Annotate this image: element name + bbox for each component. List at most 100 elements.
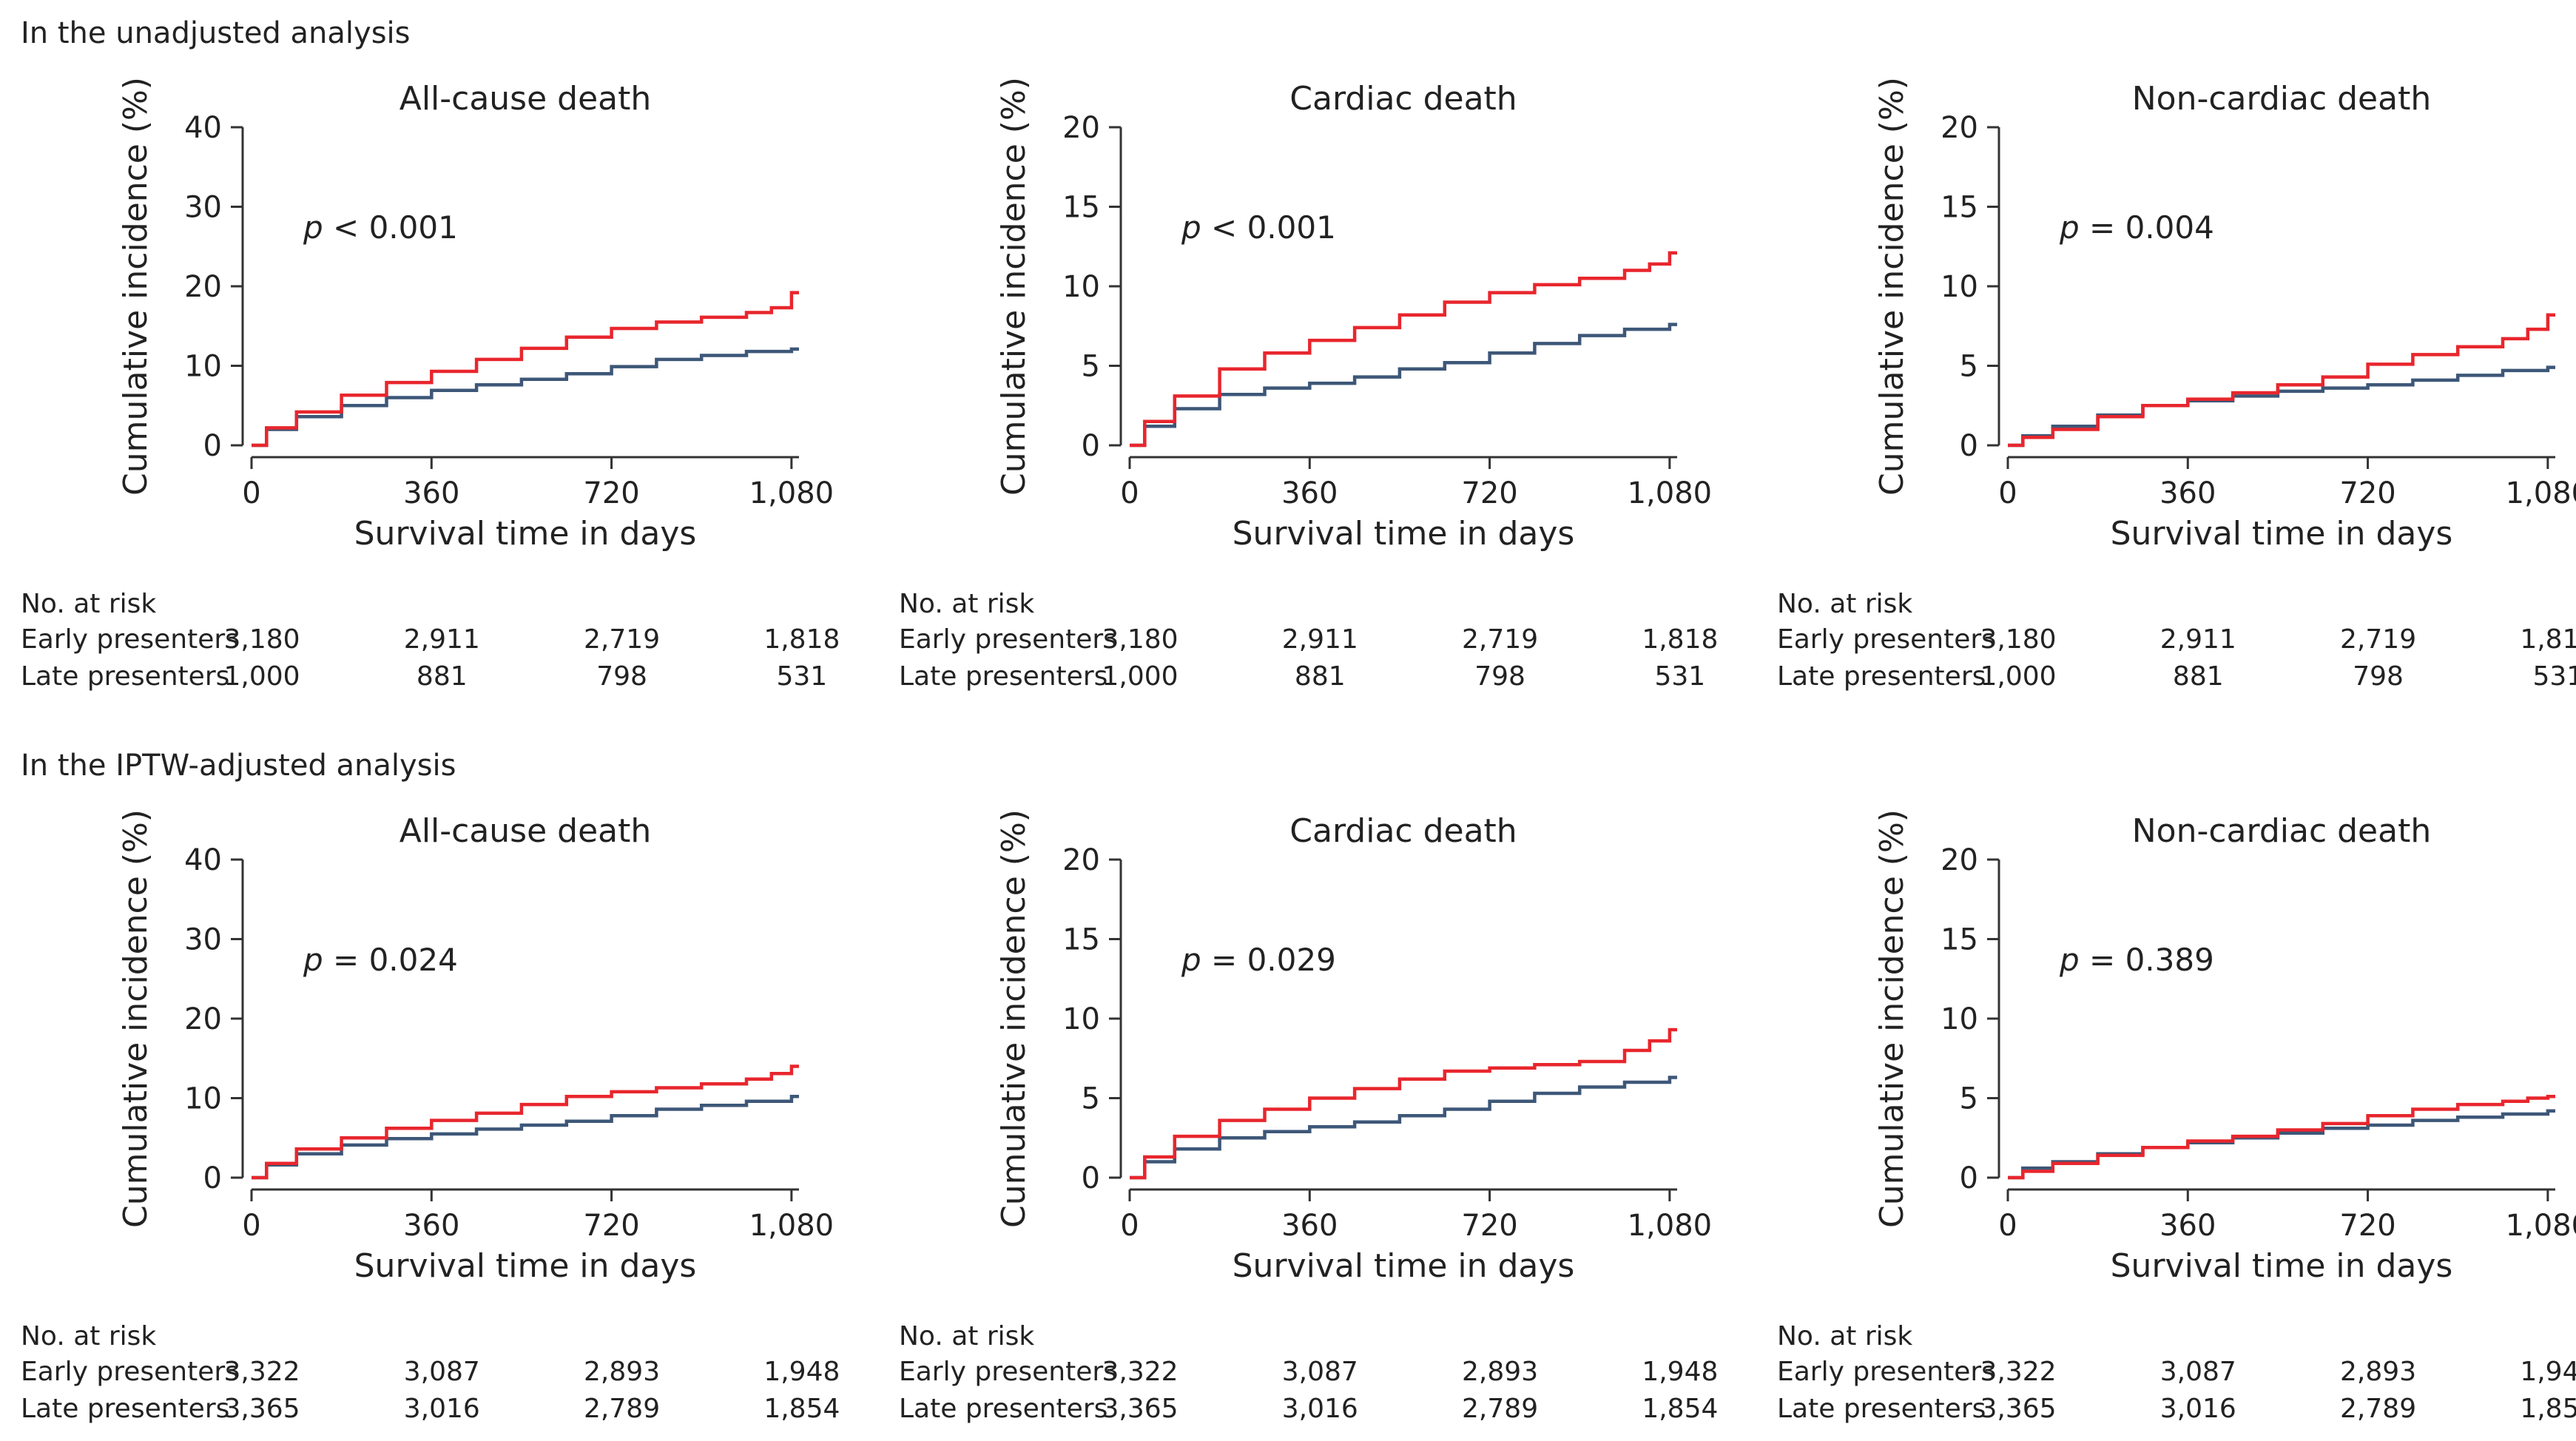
y-tick-label: 5 bbox=[1082, 350, 1100, 384]
x-tick-label: 360 bbox=[403, 476, 459, 510]
x-axis-label: Survival time in days bbox=[1233, 1247, 1575, 1285]
y-axis-label: Cumulative incidence (%) bbox=[995, 77, 1033, 496]
risk-value: 3,016 bbox=[2160, 1394, 2236, 1424]
risk-value: 1,854 bbox=[2520, 1394, 2576, 1424]
risk-table-header: No. at risk bbox=[21, 589, 156, 619]
x-tick-label: 720 bbox=[583, 476, 639, 510]
risk-value: 1,818 bbox=[1642, 624, 1718, 655]
risk-value: 2,789 bbox=[584, 1394, 660, 1424]
km-panel: Cardiac death 0 5 10 15 20 0 360 720 1,080 Surviva… bbox=[899, 77, 1718, 692]
risk-table-header: No. at risk bbox=[1777, 589, 1912, 619]
risk-value: 3,016 bbox=[1282, 1394, 1358, 1424]
p-value-text: < 0.001 bbox=[1201, 209, 1336, 246]
risk-value: 531 bbox=[777, 661, 828, 692]
y-tick-label: 30 bbox=[184, 923, 222, 957]
x-tick-label: 720 bbox=[583, 1209, 639, 1243]
risk-value: 3,365 bbox=[223, 1394, 300, 1424]
y-tick-label: 10 bbox=[184, 1082, 222, 1116]
x-tick-label: 0 bbox=[1120, 1209, 1139, 1243]
risk-row-late-label: Late presenters bbox=[1777, 1394, 1986, 1424]
risk-row-early-label: Early presenters bbox=[899, 1357, 1117, 1387]
panel-title: All-cause death bbox=[399, 812, 652, 850]
y-tick-label: 5 bbox=[1960, 1082, 1978, 1116]
p-value-text: = 0.024 bbox=[323, 942, 458, 978]
panel-title: Cardiac death bbox=[1289, 80, 1517, 118]
y-axis-label: Cumulative incidence (%) bbox=[1873, 77, 1911, 496]
y-tick-label: 10 bbox=[1062, 270, 1100, 304]
risk-value: 3,087 bbox=[404, 1357, 480, 1387]
risk-table-header: No. at risk bbox=[899, 1321, 1034, 1351]
risk-value: 3,087 bbox=[1282, 1357, 1358, 1387]
late-presenters-curve bbox=[1130, 1027, 1677, 1180]
risk-value: 798 bbox=[596, 661, 647, 692]
risk-value: 798 bbox=[2353, 661, 2404, 692]
y-axis-label: Cumulative incidence (%) bbox=[995, 809, 1033, 1228]
x-tick-label: 720 bbox=[2339, 1209, 2395, 1243]
y-tick-label: 0 bbox=[1960, 1161, 1978, 1195]
y-tick-label: 15 bbox=[1941, 191, 1978, 225]
panel-title: Cardiac death bbox=[1289, 812, 1517, 850]
risk-value: 1,948 bbox=[1642, 1357, 1718, 1387]
y-tick-label: 30 bbox=[184, 191, 222, 225]
risk-value: 3,322 bbox=[223, 1357, 300, 1387]
risk-value: 3,322 bbox=[1980, 1357, 2056, 1387]
p-value: p = 0.004 bbox=[2059, 209, 2214, 246]
y-tick-label: 20 bbox=[1062, 843, 1100, 877]
risk-value: 1,948 bbox=[2520, 1357, 2576, 1387]
p-value-symbol: p bbox=[2059, 942, 2080, 978]
risk-value: 3,180 bbox=[223, 624, 300, 655]
x-tick-label: 360 bbox=[2159, 476, 2216, 510]
risk-value: 1,854 bbox=[1642, 1394, 1718, 1424]
x-tick-label: 720 bbox=[2339, 476, 2395, 510]
panel-title: Non-cardiac death bbox=[2132, 812, 2431, 850]
y-tick-label: 10 bbox=[1941, 270, 1978, 304]
early-presenters-curve bbox=[2008, 1109, 2555, 1180]
risk-value: 2,893 bbox=[1462, 1357, 1538, 1387]
x-tick-label: 360 bbox=[403, 1209, 459, 1243]
early-presenters-curve bbox=[252, 1095, 799, 1180]
risk-row-late-label: Late presenters bbox=[1777, 661, 1986, 692]
p-value-text: = 0.004 bbox=[2080, 209, 2214, 246]
x-axis-label: Survival time in days bbox=[2111, 515, 2453, 553]
p-value: p < 0.001 bbox=[303, 209, 458, 246]
panel-title: All-cause death bbox=[399, 80, 652, 118]
risk-value: 2,789 bbox=[2340, 1394, 2416, 1424]
y-tick-label: 20 bbox=[184, 270, 222, 304]
risk-value: 3,180 bbox=[1980, 624, 2056, 655]
p-value-text: = 0.029 bbox=[1201, 942, 1336, 978]
km-panel: Non-cardiac death 0 5 10 15 20 0 360 720 1,080 Sur… bbox=[1777, 77, 2576, 692]
y-tick-label: 10 bbox=[1941, 1002, 1978, 1036]
risk-value: 2,893 bbox=[584, 1357, 660, 1387]
risk-value: 2,719 bbox=[584, 624, 660, 655]
risk-row-early-label: Early presenters bbox=[899, 624, 1117, 655]
x-tick-label: 720 bbox=[1461, 476, 1517, 510]
x-tick-label: 1,080 bbox=[1628, 476, 1713, 510]
section-title: In the unadjusted analysis bbox=[21, 16, 410, 50]
risk-value: 1,854 bbox=[763, 1394, 840, 1424]
y-tick-label: 10 bbox=[184, 350, 222, 384]
risk-table-header: No. at risk bbox=[1777, 1321, 1912, 1351]
risk-value: 531 bbox=[1655, 661, 1706, 692]
risk-value: 1,818 bbox=[763, 624, 840, 655]
risk-table-header: No. at risk bbox=[21, 1321, 156, 1351]
y-tick-label: 0 bbox=[1082, 429, 1100, 463]
risk-value: 531 bbox=[2533, 661, 2576, 692]
risk-value: 1,000 bbox=[1102, 661, 1178, 692]
risk-value: 3,322 bbox=[1102, 1357, 1178, 1387]
y-tick-label: 5 bbox=[1960, 350, 1978, 384]
risk-row-late-label: Late presenters bbox=[21, 1394, 229, 1424]
risk-value: 1,948 bbox=[763, 1357, 840, 1387]
x-axis-label: Survival time in days bbox=[1233, 515, 1575, 553]
y-tick-label: 15 bbox=[1941, 923, 1978, 957]
risk-value: 798 bbox=[1474, 661, 1525, 692]
late-presenters-curve bbox=[2008, 313, 2555, 448]
x-tick-label: 0 bbox=[1120, 476, 1139, 510]
y-tick-label: 0 bbox=[203, 1161, 222, 1195]
risk-value: 3,087 bbox=[2160, 1357, 2236, 1387]
late-presenters-curve bbox=[1130, 251, 1677, 448]
km-panel: Cardiac death 0 5 10 15 20 0 360 720 1,080 Surviva… bbox=[899, 809, 1718, 1424]
y-axis-label: Cumulative incidence (%) bbox=[117, 809, 155, 1228]
risk-value: 3,365 bbox=[1102, 1394, 1178, 1424]
x-tick-label: 1,080 bbox=[749, 1209, 834, 1243]
